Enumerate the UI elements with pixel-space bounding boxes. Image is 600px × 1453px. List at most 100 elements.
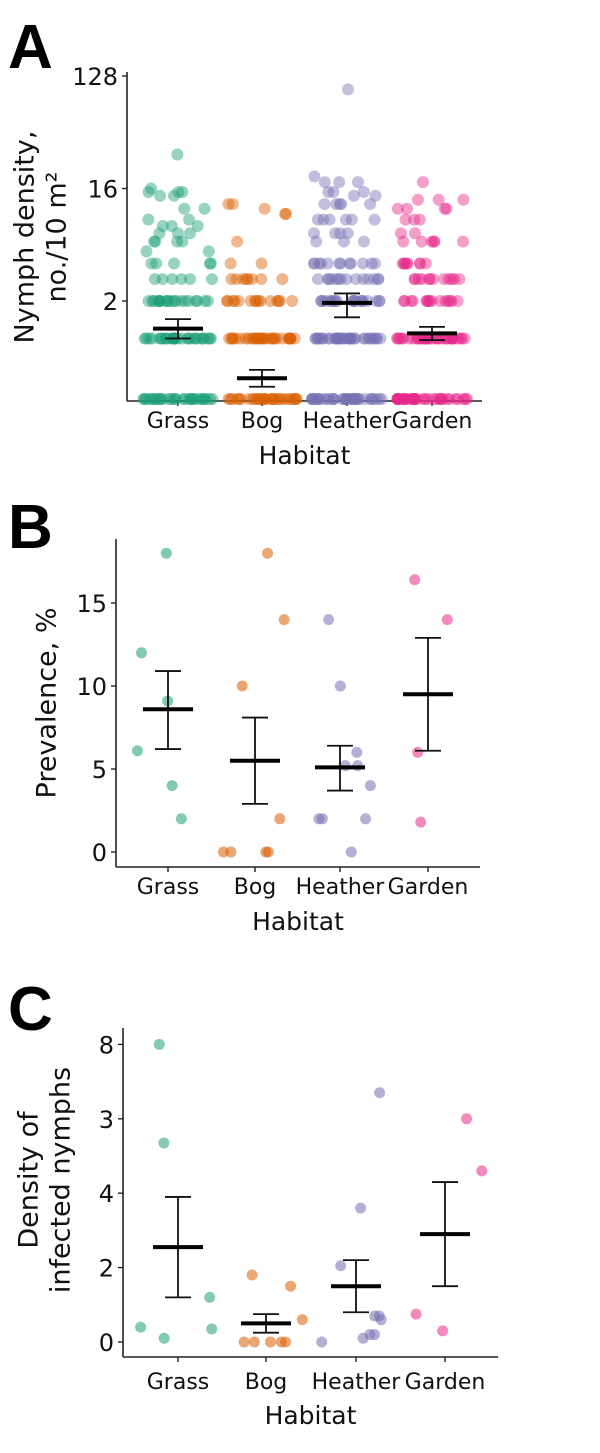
data-point-heather [330,273,343,286]
x-tick-label-garden: Garden [405,1370,486,1395]
data-point-bog [222,198,235,211]
data-point-garden [442,273,455,286]
data-point-grass [167,393,180,405]
y-tick-label: 10 [76,673,107,701]
data-point-grass [145,257,158,270]
data-point-grass [148,273,161,286]
data-point-garden [402,332,415,345]
data-point-bog [280,207,293,220]
data-point-grass [145,182,158,195]
data-point-garden [398,257,411,270]
data-point-garden [441,393,454,405]
data-point-heather [355,1202,367,1214]
data-point-bog [225,273,238,286]
data-point-heather [345,846,357,858]
data-point-bog [222,393,235,405]
data-point-heather [342,393,355,405]
data-point-grass [168,257,181,270]
data-point-heather [352,393,365,405]
data-point-garden [423,295,436,307]
data-point-grass [155,332,168,345]
data-point-grass [152,295,165,307]
data-point-garden [443,393,456,405]
data-point-bog [286,295,299,307]
data-point-garden [434,295,447,307]
data-point-heather [308,170,321,183]
data-point-heather [322,273,335,286]
x-tick-label-heather: Heather [303,409,393,434]
data-point-heather [333,176,346,189]
data-point-bog [296,1314,308,1326]
data-point-heather [306,393,319,405]
data-point-heather [334,680,346,692]
data-point-garden [460,393,473,405]
data-point-bog [227,295,240,307]
data-point-bog [253,393,266,405]
data-point-grass [169,295,182,307]
data-point-grass [162,393,175,405]
data-point-bog [246,393,259,405]
data-point-heather [345,213,358,226]
data-point-grass [176,235,189,248]
data-point-bog [244,295,257,307]
data-point-grass [195,332,208,345]
data-point-heather [314,332,327,345]
data-point-heather [360,813,372,825]
data-point-heather [314,257,327,270]
data-point-heather [340,273,353,286]
data-point-grass [197,332,210,345]
data-point-grass [138,393,151,405]
data-point-garden [411,393,424,405]
data-point-grass [161,295,174,307]
data-point-garden [418,332,431,345]
data-point-heather [348,332,361,345]
data-point-heather [312,393,325,405]
data-point-garden [457,393,470,405]
data-point-grass [175,813,187,825]
data-point-bog [237,273,250,286]
data-point-garden [416,273,429,286]
data-point-grass [195,393,208,405]
data-point-grass [175,273,188,286]
x-tick-label-heather: Heather [312,1370,402,1395]
y-axis-label: Prevalence, % [32,608,63,799]
data-point-garden [407,393,420,405]
data-point-heather [332,332,345,345]
data-point-bog [270,332,283,345]
data-point-garden [413,257,426,270]
data-point-heather [344,257,357,270]
data-point-grass [145,393,158,405]
data-point-grass [138,332,151,345]
data-point-garden [451,393,464,405]
data-point-garden [401,202,414,215]
data-point-grass [150,257,163,270]
data-point-grass [153,295,166,307]
data-point-heather [352,176,365,189]
data-point-bog [278,614,290,626]
data-point-heather [338,332,351,345]
data-point-garden [443,295,456,307]
y-tick-label: 5 [92,756,107,784]
data-point-heather [318,198,331,211]
data-point-grass [178,393,191,405]
data-point-garden [409,574,421,586]
data-point-bog [271,295,284,307]
data-point-heather [323,614,335,626]
data-point-heather [309,332,322,345]
data-point-grass [155,332,168,345]
data-point-heather [343,332,356,345]
data-point-grass [171,148,184,161]
data-point-bog [232,295,245,307]
data-point-grass [153,393,166,405]
data-point-garden [425,295,438,307]
data-point-bog [289,393,302,405]
data-point-heather [366,332,379,345]
data-point-garden [421,332,434,345]
data-point-heather [333,257,346,270]
data-point-grass [183,213,196,226]
x-tick-label-bog: Bog [234,875,277,900]
data-point-heather [340,393,353,405]
data-point-bog [282,332,295,345]
data-point-grass [188,393,201,405]
data-point-grass [204,332,217,345]
